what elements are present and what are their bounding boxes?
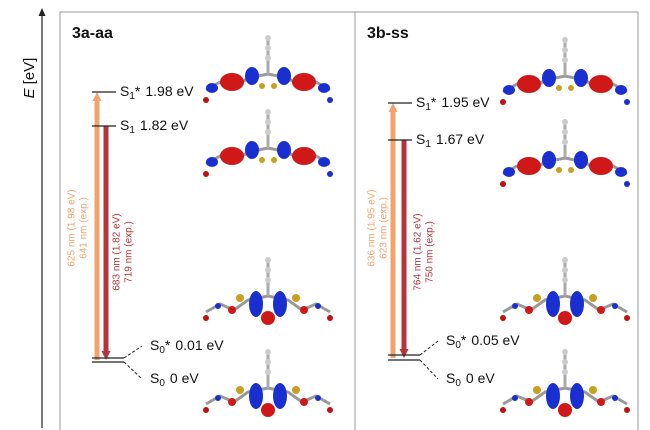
state-symbol: S (446, 370, 455, 386)
axis-unit: [eV] (21, 58, 38, 85)
orbital-image (500, 119, 630, 187)
arrowhead (400, 349, 409, 358)
state-mark: * (135, 83, 141, 99)
orbital-image (500, 37, 630, 105)
level-connector (124, 362, 142, 379)
state-symbol: S (446, 332, 455, 348)
state-index: 0 (455, 378, 461, 389)
level-label: S0 0 eV (446, 370, 495, 389)
orbital-image (203, 109, 333, 177)
axis-label: E [eV] (21, 58, 38, 99)
orbital-image (500, 257, 630, 325)
transition-label: 719 nm (exp.) (124, 221, 135, 283)
level-label: S1*1.95 eV (416, 94, 490, 113)
level-label: S0*0.01 eV (150, 337, 224, 356)
orbital-image (203, 349, 333, 417)
level-connector (124, 346, 142, 358)
axis-arrowhead (39, 8, 46, 16)
state-symbol: S (120, 83, 129, 99)
state-mark: * (431, 94, 437, 110)
axis-symbol: E (21, 87, 38, 98)
level-connector (420, 360, 438, 379)
orbital-image (500, 349, 630, 417)
figure: E [eV] 3a-aa 625 nm (1.98 eV)641 nm (exp.)… (0, 0, 650, 430)
level-energy: 1.98 eV (145, 83, 194, 99)
level-label: S0 0 eV (150, 370, 199, 389)
transition-label: 683 nm (1.82 eV) (112, 213, 123, 290)
arrowhead (93, 92, 102, 101)
level-connector (420, 341, 438, 355)
level-label: S0*0.05 eV (446, 332, 520, 351)
state-mark: * (461, 332, 467, 348)
orbital-image (203, 35, 333, 103)
state-symbol: S (150, 337, 159, 353)
level-energy: 0 eV (466, 370, 495, 386)
state-symbol: S (416, 131, 425, 147)
state-mark: * (165, 337, 171, 353)
state-symbol: S (150, 370, 159, 386)
transition-label: 750 nm (exp.) (425, 221, 436, 283)
transition-label: 764 nm (1.62 eV) (413, 213, 424, 290)
level-label: S1*1.98 eV (120, 83, 194, 102)
level-energy: 1.95 eV (441, 94, 490, 110)
state-symbol: S (120, 117, 129, 133)
level-label: S1 1.82 eV (120, 117, 189, 136)
transition-label: 636 nm (1.95 eV) (367, 189, 378, 266)
orbital-image (203, 257, 333, 325)
transition-label: 625 nm (1.98 eV) (67, 189, 78, 266)
state-index: 1 (425, 139, 431, 150)
level-label: S1 1.67 eV (416, 131, 485, 150)
state-symbol: S (416, 94, 425, 110)
level-energy: 0.01 eV (175, 337, 224, 353)
transition-label: 623 nm (exp.) (379, 197, 390, 259)
state-index: 0 (159, 378, 165, 389)
state-index: 1 (129, 125, 135, 136)
arrowhead (389, 103, 398, 112)
level-energy: 0 eV (170, 370, 199, 386)
transition-label: 641 nm (exp.) (79, 197, 90, 259)
level-energy: 1.82 eV (140, 117, 189, 133)
level-energy: 1.67 eV (436, 131, 485, 147)
panel-title: 3b-ss (367, 25, 409, 42)
panel-title: 3a-aa (72, 25, 113, 42)
level-energy: 0.05 eV (471, 332, 520, 348)
panel-frame (355, 12, 638, 430)
